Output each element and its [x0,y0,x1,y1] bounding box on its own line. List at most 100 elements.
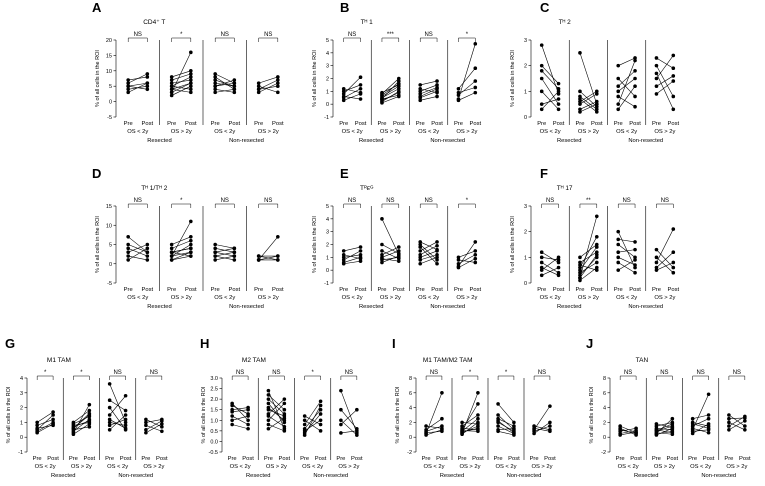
pre-point [213,78,217,82]
y-axis-label: % of all cells in the ROI [395,386,401,443]
sig-label: NS [272,370,280,376]
pre-point [341,94,346,99]
pre-point [578,270,582,275]
pair-line [498,428,514,431]
pre-point [539,107,544,112]
sig-bracket [497,375,515,380]
post-point [670,429,675,434]
sig-bracket [458,37,476,42]
pre-point [213,258,217,262]
post-point [318,407,323,412]
x-label-pre: Pre [141,456,150,462]
panel-title: CD4⁺ T [143,19,165,26]
panel-e: E Tᴿᴇᴳ -1 0 1 2 3 4 5 % of all cells in the ROI NS… [312,166,481,310]
pair-line [73,410,90,423]
post-point [145,87,150,92]
post-point [435,89,439,94]
sig-label: NS [150,370,158,376]
x-label-post: Post [355,121,367,127]
post-point [634,433,638,437]
post-point [473,252,478,257]
pre-point [213,242,217,247]
pre-point [107,428,112,432]
pair-line [541,70,559,89]
pre-point [341,255,346,260]
post-point [358,252,363,257]
pre-point [126,246,130,251]
pair-line [419,246,438,264]
post-point [276,81,280,85]
pre-point [256,81,261,85]
pre-point [71,432,76,437]
post-point [706,413,711,417]
pair-line [128,255,148,261]
pre-point [230,410,234,414]
pair-line [534,428,550,432]
pre-point [266,393,271,397]
y-tick-label: 2 [326,243,329,249]
pair-line [533,425,551,432]
pair-line [127,236,148,253]
pair-line [420,245,438,256]
pair-line [37,422,54,432]
post-point [246,407,250,412]
post-point [276,258,280,262]
y-axis-label: % of all cells in the ROI [201,386,207,443]
pair-line [728,420,745,431]
post-point [548,429,552,434]
post-point [548,424,552,428]
post-point [633,263,637,267]
post-point [435,247,439,252]
pair-line [458,68,476,89]
pair-line [340,430,357,434]
pair-line [215,248,235,253]
post-point [51,410,55,414]
sig-bracket [109,375,126,380]
pair-line [618,262,636,273]
pair-line [462,430,478,432]
post-point [633,84,637,88]
pair-line [620,428,637,436]
sig-bracket [533,375,551,380]
pre-point [654,92,659,96]
os-label: OS < 2y [302,464,323,470]
pre-point [266,412,271,416]
pre-point [126,250,130,254]
post-point [476,391,480,395]
x-label-post: Post [508,456,520,462]
group-label-resected: Resected [359,138,384,144]
post-point [189,69,193,73]
post-point [145,84,150,88]
pre-point [578,51,582,55]
sig-label: NS [733,370,741,376]
pair-line [420,254,438,261]
pair-line [656,428,673,431]
os-label: OS < 2y [230,464,251,470]
x-label-post: Post [553,121,565,127]
post-point [232,81,237,85]
pre-point [418,83,423,87]
post-point [594,214,599,219]
panel-letter: E [340,166,349,181]
post-point [476,422,480,426]
sig-label: NS [348,32,356,38]
pre-point [654,76,659,81]
post-point [556,92,561,96]
post-point [633,247,637,252]
pair-line [171,255,191,261]
os-label: OS > 2y [726,464,747,470]
x-label-post: Post [393,287,405,293]
pre-point [539,76,544,81]
post-point [594,250,599,254]
os-label: OS > 2y [456,295,477,301]
os-label: OS > 2y [171,295,192,301]
post-point [594,104,599,109]
pair-line [579,244,597,258]
pre-point [213,87,217,92]
y-axis-label: % of all cells in the ROI [510,50,516,107]
sig-bracket [381,203,400,208]
pair-line [73,423,90,435]
panel-title: M1 TAM/M2 TAM [423,357,473,364]
pair-line [420,96,438,101]
